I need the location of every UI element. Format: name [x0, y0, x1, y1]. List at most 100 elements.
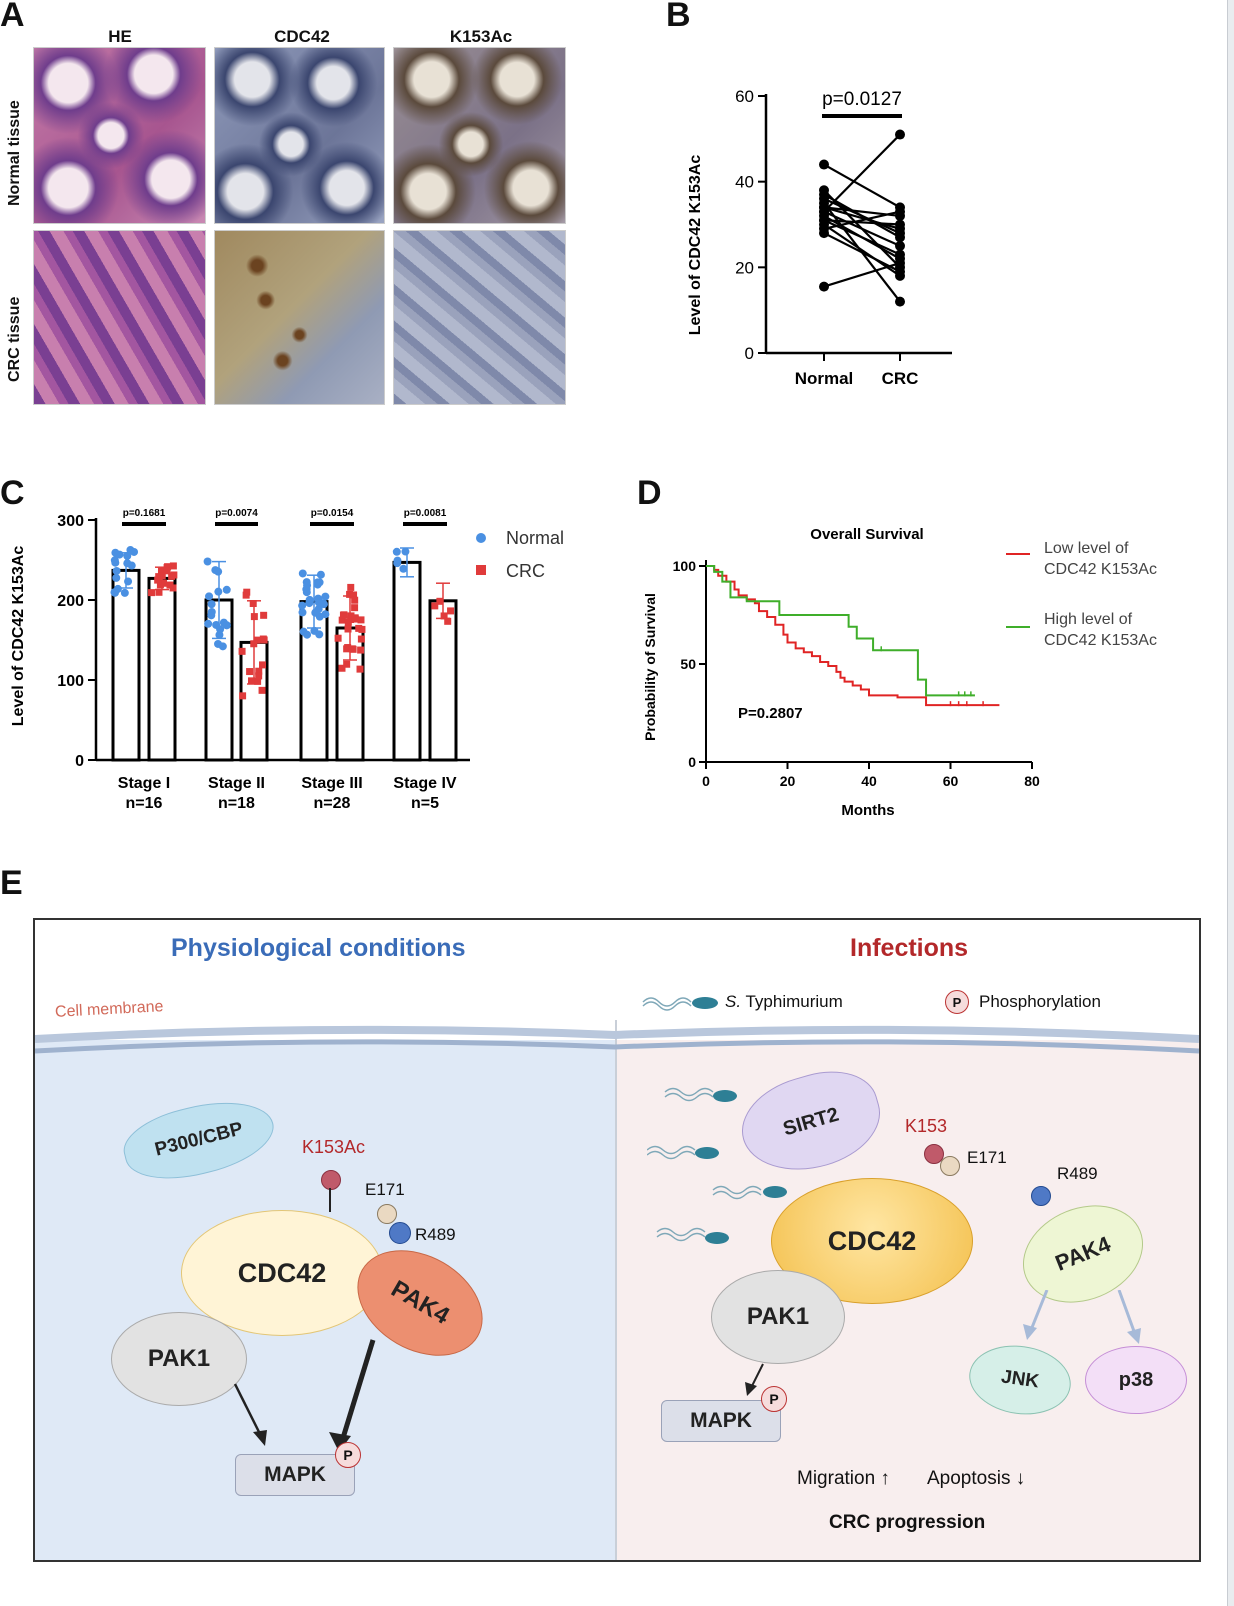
- panel-b-point-crc: [895, 129, 905, 140]
- panel-d-xtick-label: 20: [780, 773, 796, 789]
- panel-c-point-crc: [155, 588, 163, 596]
- panel-c-stage-label: Stage I: [118, 775, 170, 792]
- panel-c-point-crc: [356, 665, 364, 673]
- k153-site: [924, 1144, 944, 1164]
- panel-c-bar: [392, 560, 422, 762]
- panel-d-title: Overall Survival: [810, 526, 923, 543]
- phospho-icon-right: P: [761, 1386, 787, 1412]
- panel-c-point-normal: [305, 599, 314, 608]
- panel-c-point-crc: [164, 563, 172, 571]
- panel-c-point-crc: [346, 590, 354, 598]
- panel-c-point-crc: [169, 562, 177, 570]
- r489-label-left: R489: [415, 1225, 456, 1244]
- panel-c-point-normal: [212, 620, 221, 629]
- panel-c-ytick-label: 100: [57, 673, 84, 690]
- panel-b-pair-line: [823, 202, 901, 303]
- legend-crc-label: CRC: [506, 561, 545, 581]
- micrograph-k153ac-normal: [393, 47, 566, 224]
- panel-b-label: B: [666, 0, 691, 34]
- km-curve-low: [706, 565, 1000, 707]
- panel-c-point-crc: [248, 677, 256, 685]
- panel-c-point-normal: [214, 587, 223, 596]
- panel-c-point-crc: [250, 640, 258, 648]
- panel-c-point-crc: [255, 667, 263, 675]
- pak1-left: PAK1: [111, 1312, 247, 1406]
- panel-c-point-crc: [431, 602, 439, 610]
- panel-b-xtick-crc: CRC: [882, 369, 919, 388]
- panel-c-point-crc: [166, 581, 174, 589]
- panel-c-point-crc: [344, 625, 352, 633]
- panel-c-point-crc: [347, 583, 355, 591]
- panel-c-pvalue: p=0.1681: [123, 508, 166, 519]
- panel-c-point-normal: [302, 585, 311, 594]
- panel-b-pair-line: [823, 219, 901, 256]
- panel-b-pair-line: [823, 261, 901, 288]
- panel-c-point-normal: [124, 577, 133, 586]
- crc-progression-label: CRC progression: [829, 1512, 986, 1533]
- phospho-label: Phosphorylation: [979, 992, 1101, 1011]
- panel-d-ylabel: Probability of Survival: [642, 593, 658, 741]
- panel-c-point-crc: [260, 611, 268, 619]
- panel-c-point-crc: [343, 660, 351, 668]
- right-title: Infections: [850, 934, 969, 962]
- panel-c-point-normal: [393, 556, 402, 565]
- panel-c-point-normal: [110, 588, 119, 597]
- micrograph-cdc42-crc: [214, 230, 385, 405]
- panel-c-point-crc: [348, 614, 356, 622]
- phospho-icon-left: P: [335, 1442, 361, 1468]
- k153ac-label: K153Ac: [302, 1137, 366, 1157]
- km-curve-high: [706, 565, 975, 697]
- panel-c-point-normal: [392, 547, 401, 556]
- panel-c-point-crc: [239, 692, 247, 700]
- panel-b-pvalue: p=0.0127: [822, 89, 902, 110]
- panel-b-point-crc: [895, 258, 905, 269]
- panel-b-point-crc: [895, 223, 905, 234]
- panel-c-point-crc: [357, 635, 365, 643]
- panel-c-point-normal: [215, 630, 224, 639]
- micrograph-he-normal: [33, 47, 206, 224]
- legend-high-text-1: High level of: [1044, 611, 1133, 628]
- panel-b-point-crc: [895, 232, 905, 243]
- panel-b-point-normal: [819, 159, 829, 170]
- panel-c-point-crc: [358, 625, 366, 633]
- panel-c-point-normal: [115, 550, 124, 559]
- panel-c-point-normal: [214, 567, 223, 576]
- panel-c-point-normal: [316, 570, 325, 579]
- panel-c-point-crc: [158, 572, 166, 580]
- panel-c-point-crc: [338, 616, 346, 624]
- panel-b-point-crc: [895, 266, 905, 277]
- panel-d-ytick-label: 0: [688, 754, 696, 770]
- k153ac-site: [321, 1170, 341, 1190]
- panel-b-ylabel: Level of CDC42 K153Ac: [687, 155, 704, 336]
- panel-c-point-normal: [218, 642, 227, 651]
- col-title-he: HE: [108, 27, 132, 46]
- panel-d-pvalue: P=0.2807: [738, 705, 803, 722]
- panel-c-point-crc: [357, 616, 365, 624]
- panel-c-point-normal: [126, 545, 135, 554]
- panel-c-point-normal: [315, 630, 324, 639]
- panel-b-ytick-label: 20: [735, 258, 754, 277]
- panel-b-ytick-label: 60: [735, 87, 754, 106]
- panel-c-point-crc: [340, 611, 348, 619]
- left-title: Physiological conditions: [171, 934, 466, 962]
- panel-c-pvalue: p=0.0081: [404, 508, 447, 519]
- panel-c-point-normal: [313, 578, 322, 587]
- k153-label: K153: [905, 1116, 948, 1136]
- legend-low-text-2: CDC42 K153Ac: [1044, 561, 1157, 578]
- mapk-right: MAPK: [661, 1400, 781, 1442]
- panel-c-stage-label: Stage III: [301, 775, 362, 792]
- panel-b-point-normal: [819, 281, 829, 292]
- panel-c-point-normal: [298, 569, 307, 578]
- panel-c-n-label: n=16: [126, 795, 163, 812]
- pak1-right: PAK1: [711, 1270, 845, 1364]
- e171-site-right: [940, 1156, 960, 1176]
- panel-c-point-normal: [321, 592, 330, 601]
- r489-site-right: [1031, 1186, 1051, 1206]
- mapk-left: MAPK: [235, 1454, 355, 1496]
- panel-c-n-label: n=28: [314, 795, 351, 812]
- panel-c-bar: [428, 599, 458, 762]
- panel-c-point-crc: [249, 599, 257, 607]
- panel-c-point-normal: [298, 608, 307, 617]
- panel-c-pvalue: p=0.0154: [311, 508, 354, 519]
- apoptosis-label: Apoptosis ↓: [927, 1468, 1026, 1489]
